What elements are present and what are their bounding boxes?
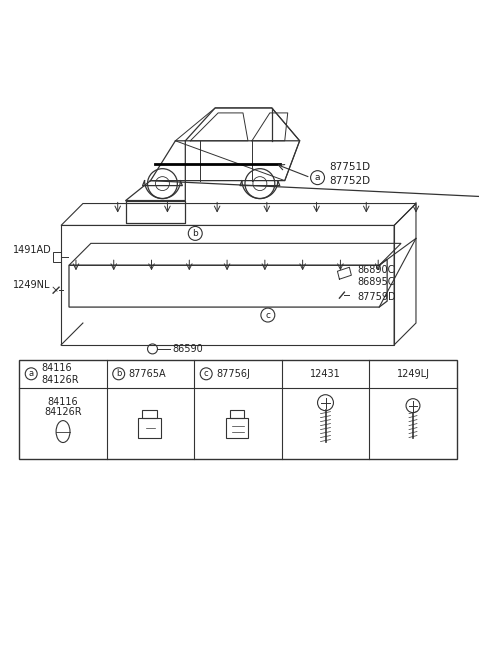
Text: b: b (116, 369, 121, 379)
Text: 1491AD: 1491AD (13, 246, 52, 255)
Text: 86590: 86590 (172, 344, 203, 354)
Text: 84116
84126R: 84116 84126R (41, 363, 79, 384)
Text: 84116: 84116 (48, 397, 78, 407)
Bar (19, 360, 457, 459)
Text: 87765A: 87765A (129, 369, 166, 379)
Text: 86895C: 86895C (357, 277, 395, 287)
Text: a: a (29, 369, 34, 379)
Text: c: c (204, 369, 208, 379)
Text: b: b (192, 229, 198, 238)
Text: 87756J: 87756J (216, 369, 250, 379)
Text: 1249LJ: 1249LJ (396, 369, 430, 379)
Text: 87759D: 87759D (357, 292, 396, 302)
Bar (142, 409, 157, 418)
Text: 84126R: 84126R (44, 407, 82, 417)
Bar (230, 409, 244, 418)
Text: 1249NL: 1249NL (13, 280, 51, 290)
Text: c: c (265, 310, 270, 320)
Bar (53, 252, 61, 262)
Bar (226, 418, 248, 438)
Text: 86890C: 86890C (357, 265, 395, 275)
Text: 12431: 12431 (310, 369, 341, 379)
Text: 87751D
87752D: 87751D 87752D (329, 162, 371, 185)
Bar (138, 418, 161, 438)
Text: a: a (315, 173, 320, 182)
